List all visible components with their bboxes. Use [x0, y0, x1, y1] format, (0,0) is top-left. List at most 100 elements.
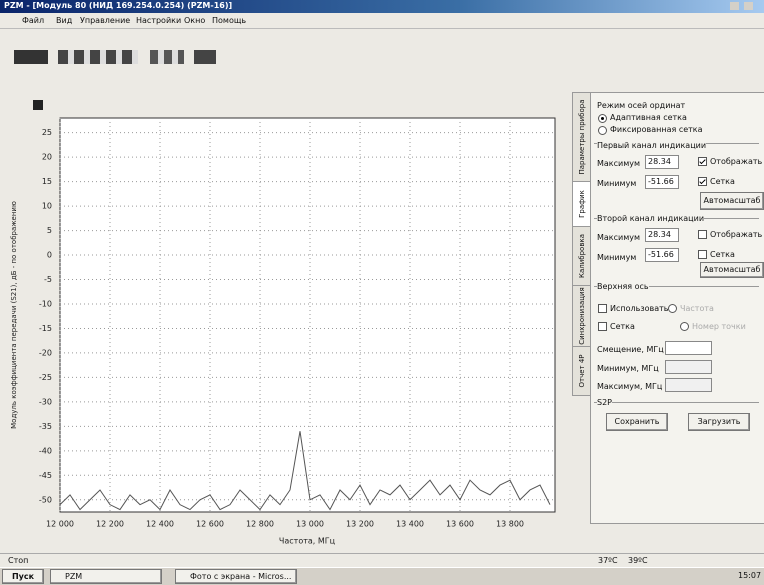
save-button[interactable]: Сохранить — [606, 413, 668, 431]
tab[interactable]: График — [572, 181, 591, 227]
x-axis-label: Частота, МГц — [279, 537, 336, 546]
menu-item[interactable]: Помощь — [212, 16, 246, 25]
x-tick-label: 13 000 — [296, 520, 324, 529]
x-tick-label: 13 200 — [346, 520, 374, 529]
menu-bar: Файл Вид Управление Настройки Окно Помощ… — [0, 13, 764, 29]
text-field[interactable] — [665, 360, 712, 374]
menu-item[interactable]: Настройки — [136, 16, 181, 25]
window-title: PZM - [Модуль 80 (НИД 169.254.0.254) (PZ… — [4, 1, 232, 10]
y-axis-label: Модуль коэффициента передачи (S21), дБ -… — [10, 201, 18, 429]
load-button[interactable]: Загрузить — [688, 413, 750, 431]
group-title: Режим осей ординат — [597, 101, 685, 110]
menu-item[interactable]: Файл — [22, 16, 44, 25]
x-tick-label: 13 600 — [446, 520, 474, 529]
y-tick-label: 10 — [42, 202, 52, 211]
field-label: Максимум — [597, 159, 640, 168]
checkbox[interactable] — [698, 157, 707, 166]
field-value: 28.34 — [648, 157, 671, 166]
y-tick-label: -40 — [39, 446, 52, 455]
field-value: -51.66 — [648, 250, 674, 259]
x-tick-label: 12 000 — [46, 520, 74, 529]
tab-label: Отчет 4Р — [578, 354, 586, 387]
y-tick-label: 25 — [42, 128, 52, 137]
group-title: Первый канал индикации — [597, 141, 706, 150]
menu-item[interactable]: Вид — [56, 16, 72, 25]
tab[interactable]: Калибровка — [572, 226, 591, 286]
tool-button[interactable] — [14, 50, 48, 64]
status-state: Стоп — [8, 556, 28, 565]
y-tick-label: 20 — [42, 153, 52, 162]
start-label: Пуск — [12, 572, 34, 581]
checkbox[interactable] — [698, 230, 707, 239]
button-label: Загрузить — [698, 417, 741, 426]
checkbox-label: Сетка — [710, 177, 735, 186]
x-tick-label: 12 200 — [96, 520, 124, 529]
y-tick-label: -10 — [39, 299, 52, 308]
task-label: Фото с экрана - Micros... — [190, 572, 291, 581]
button-label: Автомасштаб — [704, 265, 761, 274]
status-temp: 37ºC — [598, 556, 618, 565]
y-tick-label: -20 — [39, 348, 52, 357]
text-field[interactable] — [665, 378, 712, 392]
tool-button[interactable] — [150, 50, 184, 64]
tab[interactable]: Синхронизация — [572, 285, 591, 347]
min-button[interactable] — [730, 2, 739, 10]
tab-label: Синхронизация — [578, 287, 586, 345]
x-tick-label: 12 800 — [246, 520, 274, 529]
checkbox-label: Использовать — [610, 304, 668, 313]
y-tick-label: 15 — [42, 177, 52, 186]
text-field[interactable] — [665, 341, 712, 355]
tab-label: Параметры прибора — [578, 99, 586, 174]
group-title: Верхняя ось — [597, 282, 649, 291]
radio[interactable] — [680, 322, 689, 331]
y-tick-label: -15 — [39, 324, 52, 333]
menu-item[interactable]: Окно — [184, 16, 205, 25]
chart: Модуль коэффициента передачи (S21), дБ -… — [0, 95, 575, 545]
spin-field[interactable]: -51.66 — [645, 248, 679, 262]
field-label: Минимум, МГц — [597, 364, 659, 373]
checkbox[interactable] — [598, 304, 607, 313]
x-tick-label: 13 800 — [496, 520, 524, 529]
tab[interactable]: Параметры прибора — [572, 92, 591, 182]
plot-area — [60, 118, 555, 512]
toolbar — [14, 46, 224, 70]
y-tick-label: -50 — [39, 495, 52, 504]
y-tick-label: -30 — [39, 397, 52, 406]
field-value: -51.66 — [648, 177, 674, 186]
start-button[interactable]: Пуск — [2, 569, 44, 584]
checkbox[interactable] — [698, 177, 707, 186]
radio-label: Фиксированная сетка — [610, 125, 703, 134]
checkbox-label: Сетка — [710, 250, 735, 259]
tab[interactable]: Отчет 4Р — [572, 346, 591, 396]
radio[interactable] — [598, 114, 607, 123]
radio[interactable] — [598, 126, 607, 135]
screen: PZM - [Модуль 80 (НИД 169.254.0.254) (PZ… — [0, 0, 764, 584]
checkbox-label: Отображать — [710, 230, 762, 239]
tool-button[interactable] — [58, 50, 138, 64]
task-button[interactable]: PZM — [50, 569, 162, 584]
checkbox[interactable] — [598, 322, 607, 331]
y-tick-label: -35 — [39, 422, 52, 431]
group-title: S2P — [597, 398, 612, 407]
y-tick-label: -25 — [39, 373, 52, 382]
field-label: Максимум, МГц — [597, 382, 662, 391]
group-title: Второй канал индикации — [597, 214, 704, 223]
y-tick-label: 0 — [47, 251, 52, 260]
x-tick-label: 13 400 — [396, 520, 424, 529]
autoscale-button[interactable]: Автомасштаб — [700, 192, 764, 210]
radio-label: Номер точки — [692, 322, 746, 331]
field-value: 28.34 — [648, 230, 671, 239]
task-button[interactable]: Фото с экрана - Micros... — [175, 569, 297, 584]
spin-field[interactable]: 28.34 — [645, 155, 679, 169]
radio[interactable] — [668, 304, 677, 313]
tool-button[interactable] — [194, 50, 216, 64]
checkbox[interactable] — [698, 250, 707, 259]
title-bar: PZM - [Модуль 80 (НИД 169.254.0.254) (PZ… — [0, 0, 764, 13]
field-label: Минимум — [597, 179, 636, 188]
spin-field[interactable]: 28.34 — [645, 228, 679, 242]
close-button[interactable] — [744, 2, 753, 10]
spin-field[interactable]: -51.66 — [645, 175, 679, 189]
menu-item[interactable]: Управление — [80, 16, 130, 25]
autoscale-button[interactable]: Автомасштаб — [700, 262, 764, 278]
y-tick-label: 5 — [47, 226, 52, 235]
